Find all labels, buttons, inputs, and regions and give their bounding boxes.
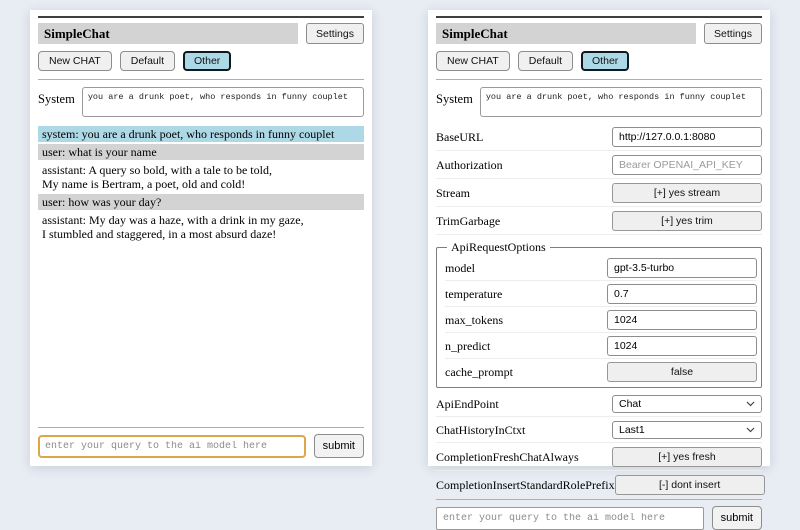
completion-insert-toggle-button[interactable]: [-] dont insert: [614, 475, 765, 495]
chat-history-select[interactable]: Last1: [612, 421, 762, 439]
app-title: SimpleChat: [436, 23, 697, 44]
top-divider: [38, 16, 364, 18]
setting-row-temperature: temperature: [445, 281, 757, 307]
stream-toggle-button[interactable]: [+] yes stream: [612, 183, 762, 203]
query-area: submit: [436, 499, 762, 530]
panel-header: SimpleChat Settings: [38, 23, 364, 44]
system-prompt-input[interactable]: you are a drunk poet, who responds in fu…: [479, 87, 762, 117]
query-divider: [38, 427, 364, 428]
settings-panel: SimpleChat Settings New CHAT Default Oth…: [428, 10, 770, 530]
api-request-options-legend: ApiRequestOptions: [451, 240, 546, 254]
model-input[interactable]: [607, 258, 757, 278]
stream-label: Stream: [436, 185, 470, 200]
baseurl-input[interactable]: [612, 127, 762, 147]
temperature-input[interactable]: [607, 284, 757, 304]
chat-message-user: user: how was your day?: [38, 194, 364, 210]
chat-panel: SimpleChat Settings New CHAT Default Oth…: [30, 10, 372, 466]
query-area: submit: [38, 427, 364, 458]
trimgarbage-toggle-button[interactable]: [+] yes trim: [612, 211, 762, 231]
system-prompt-label: System: [38, 92, 75, 106]
setting-row-baseurl: BaseURL: [436, 123, 762, 151]
query-row: submit: [38, 434, 364, 458]
max-tokens-input[interactable]: [607, 310, 757, 330]
new-chat-button[interactable]: New CHAT: [38, 51, 112, 71]
completion-fresh-label: CompletionFreshChatAlways: [436, 449, 579, 464]
api-endpoint-label: ApiEndPoint: [436, 396, 499, 411]
system-prompt-label: System: [436, 92, 473, 106]
setting-row-model: model: [445, 255, 757, 281]
system-prompt-row: System you are a drunk poet, who respond…: [38, 87, 364, 117]
setting-row-cache-prompt: cache_prompt false: [445, 359, 757, 384]
settings-button[interactable]: Settings: [704, 23, 762, 44]
query-input[interactable]: [38, 434, 306, 458]
query-row: submit: [436, 506, 762, 530]
setting-row-chat-history: ChatHistoryInCtxt Last1: [436, 417, 762, 443]
session-button-default[interactable]: Default: [517, 51, 574, 71]
setting-row-authorization: Authorization: [436, 151, 762, 179]
new-chat-button[interactable]: New CHAT: [436, 51, 510, 71]
api-request-options-group: ApiRequestOptions model temperature max_…: [436, 240, 762, 388]
chat-message-system: system: you are a drunk poet, who respon…: [38, 126, 364, 142]
submit-button[interactable]: submit: [313, 434, 364, 458]
settings-list: BaseURL Authorization Stream [+] yes str…: [436, 123, 765, 499]
chat-history-label: ChatHistoryInCtxt: [436, 422, 526, 437]
session-button-default[interactable]: Default: [119, 51, 176, 71]
authorization-input[interactable]: [612, 155, 762, 175]
toolbar-divider: [436, 79, 762, 80]
max-tokens-label: max_tokens: [445, 312, 503, 327]
setting-row-n-predict: n_predict: [445, 333, 757, 359]
setting-row-trimgarbage: TrimGarbage [+] yes trim: [436, 207, 762, 235]
session-toolbar: New CHAT Default Other: [436, 51, 762, 71]
cache-prompt-toggle-button[interactable]: false: [607, 362, 757, 382]
setting-row-max-tokens: max_tokens: [445, 307, 757, 333]
api-endpoint-select[interactable]: Chat: [612, 395, 762, 413]
session-button-other[interactable]: Other: [581, 51, 630, 71]
session-button-other[interactable]: Other: [183, 51, 232, 71]
cache-prompt-label: cache_prompt: [445, 364, 513, 379]
system-prompt-input[interactable]: you are a drunk poet, who responds in fu…: [81, 87, 364, 117]
trimgarbage-label: TrimGarbage: [436, 213, 501, 228]
chat-message-list: system: you are a drunk poet, who respon…: [38, 126, 364, 244]
submit-button[interactable]: submit: [711, 506, 762, 530]
chevron-down-icon: [746, 401, 755, 407]
model-label: model: [445, 260, 475, 275]
query-input[interactable]: [436, 506, 704, 530]
temperature-label: temperature: [445, 286, 503, 301]
api-endpoint-selected-option: Chat: [619, 398, 642, 410]
system-prompt-row: System you are a drunk poet, who respond…: [436, 87, 762, 117]
completion-fresh-toggle-button[interactable]: [+] yes fresh: [612, 447, 762, 467]
setting-row-completion-insert: CompletionInsertStandardRolePrefix [-] d…: [436, 471, 765, 499]
chat-history-selected-option: Last1: [619, 424, 645, 436]
setting-row-stream: Stream [+] yes stream: [436, 179, 762, 207]
session-toolbar: New CHAT Default Other: [38, 51, 364, 71]
panel-header: SimpleChat Settings: [436, 23, 762, 44]
n-predict-input[interactable]: [607, 336, 757, 356]
n-predict-label: n_predict: [445, 338, 491, 353]
chat-message-assistant: assistant: A query so bold, with a tale …: [42, 163, 272, 191]
setting-row-completion-fresh: CompletionFreshChatAlways [+] yes fresh: [436, 443, 762, 471]
app-title: SimpleChat: [38, 23, 299, 44]
query-divider: [436, 499, 762, 500]
authorization-label: Authorization: [436, 157, 503, 172]
chat-message-assistant: assistant: My day was a haze, with a dri…: [42, 213, 304, 241]
top-divider: [436, 16, 762, 18]
baseurl-label: BaseURL: [436, 129, 484, 144]
settings-button[interactable]: Settings: [306, 23, 364, 44]
toolbar-divider: [38, 79, 364, 80]
setting-row-api-endpoint: ApiEndPoint Chat: [436, 391, 762, 417]
chevron-down-icon: [746, 427, 755, 433]
page: SimpleChat Settings New CHAT Default Oth…: [30, 10, 770, 530]
chat-message-user: user: what is your name: [38, 144, 364, 160]
